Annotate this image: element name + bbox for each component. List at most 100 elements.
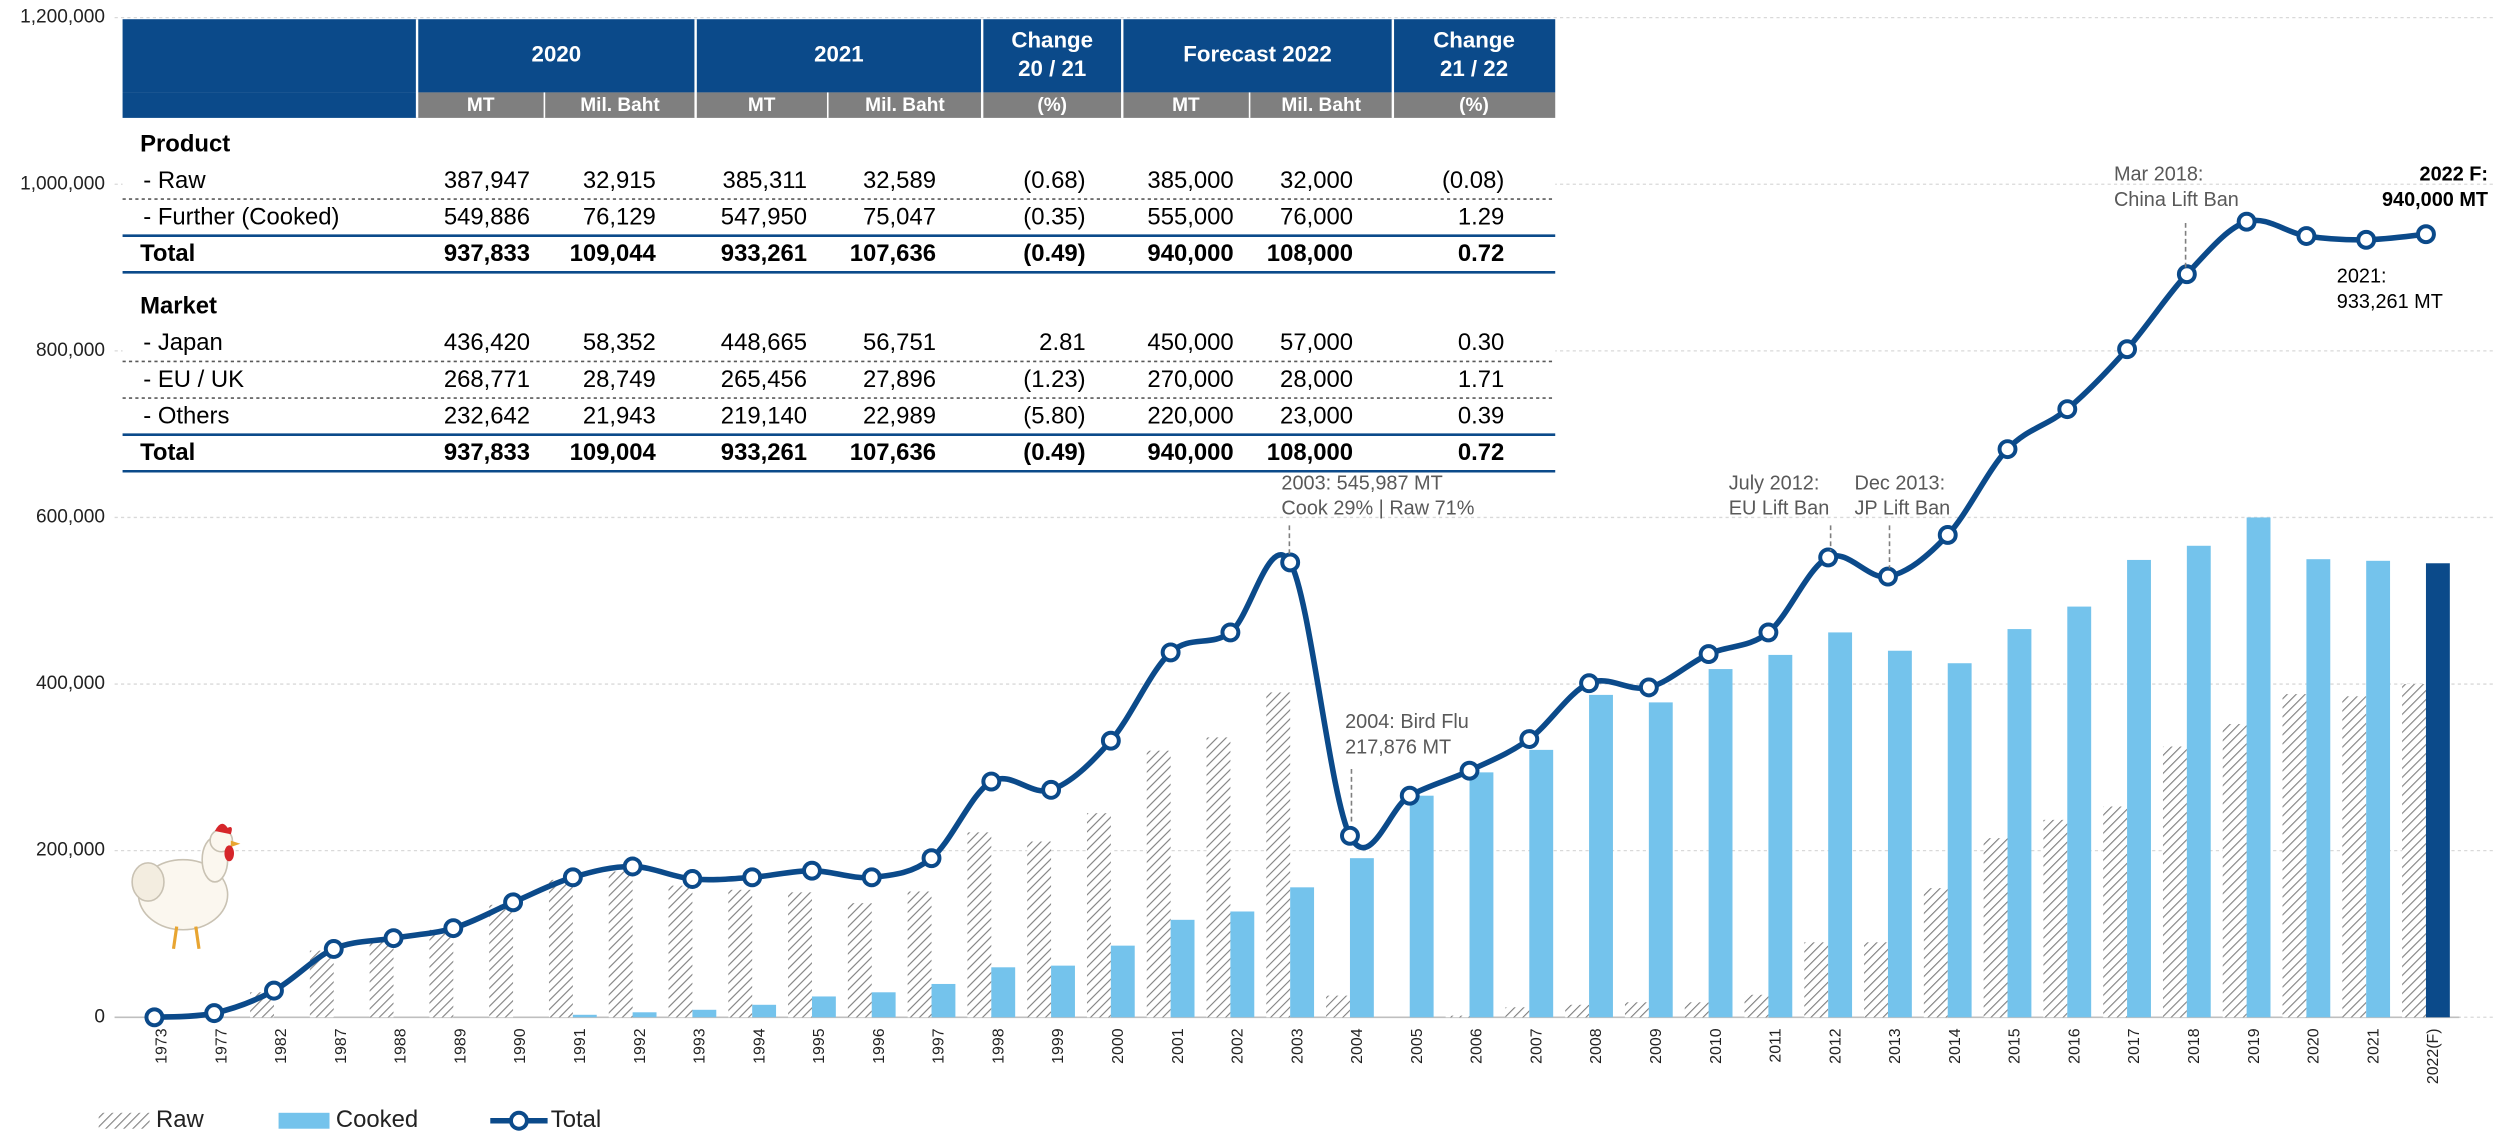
annotation-text: China Lift Ban <box>2114 189 2239 211</box>
bar <box>1326 995 1350 1018</box>
x-tick-label: 2015 <box>2007 1028 2024 1064</box>
annotation-text: 933,261 MT <box>2337 291 2443 313</box>
bar <box>1266 692 1291 1018</box>
y-tick-label: 200,000 <box>36 840 105 861</box>
bar <box>907 891 932 1018</box>
total-marker <box>383 928 404 949</box>
table-cell: 385,000 <box>1147 167 1233 194</box>
header-label: 20 / 21 <box>1018 56 1086 81</box>
x-tick-label: 1977 <box>213 1028 230 1064</box>
annotation-text: Dec 2013: <box>1854 472 1945 494</box>
table-cell: 450,000 <box>1147 329 1233 356</box>
bar <box>788 892 812 1018</box>
table-subheader <box>417 92 1556 118</box>
table-cell: 56,751 <box>863 329 936 356</box>
bar <box>429 929 454 1018</box>
x-tick-label: 2009 <box>1648 1028 1665 1064</box>
y-tick-label: 0 <box>94 1006 105 1027</box>
table-cell: 75,047 <box>863 203 936 230</box>
x-tick-label: 1994 <box>751 1028 768 1064</box>
total-marker <box>2236 211 2257 232</box>
table-cell: 22,989 <box>863 402 936 429</box>
bar <box>1887 650 1912 1018</box>
bar <box>2246 517 2271 1018</box>
total-marker <box>1280 552 1301 573</box>
legend-label: Total <box>551 1106 601 1132</box>
bar <box>1051 965 1075 1018</box>
total-marker <box>2176 264 2197 285</box>
total-marker <box>562 867 583 888</box>
table-cell: (0.68) <box>1023 167 1085 194</box>
subheader-label: (%) <box>1037 95 1067 116</box>
table-cell: 937,833 <box>444 439 530 466</box>
total-marker <box>861 867 882 888</box>
y-tick-label: 600,000 <box>36 506 105 527</box>
header-label: Change <box>1011 27 1093 52</box>
chicken-illustration <box>131 823 241 950</box>
bar <box>1684 1002 1709 1018</box>
table-cell: 108,000 <box>1267 439 1353 466</box>
total-marker <box>443 918 464 939</box>
table-cell: 232,642 <box>444 402 530 429</box>
x-tick-label: 2021 <box>2365 1028 2382 1064</box>
bar <box>1648 702 1673 1018</box>
subheader-label: Mil. Baht <box>1281 95 1361 116</box>
section-title: Product <box>140 130 230 157</box>
bar <box>967 832 992 1018</box>
total-marker <box>264 980 284 1001</box>
x-tick-label: 1996 <box>871 1028 888 1064</box>
subheader-label: MT <box>467 95 495 116</box>
total-marker <box>1160 642 1181 663</box>
table-subheader-corner <box>122 92 418 118</box>
total-marker <box>2057 399 2078 420</box>
table-cell: 937,833 <box>444 240 530 267</box>
table-cell: 28,000 <box>1280 366 1353 393</box>
section-title: Market <box>140 293 217 320</box>
x-tick-label: 1991 <box>572 1028 589 1064</box>
annotations: 2003: 545,987 MT Cook 29% | Raw 71% 2004: … <box>1281 163 2489 822</box>
annotation-text: 2003: 545,987 MT <box>1281 472 1442 494</box>
row-label: - Others <box>143 402 229 429</box>
annotation-text: EU Lift Ban <box>1729 498 1830 520</box>
bar <box>2067 606 2092 1018</box>
bar <box>1110 945 1135 1018</box>
bar <box>1146 750 1171 1018</box>
y-tick-label: 400,000 <box>36 673 105 694</box>
bar <box>1170 919 1195 1018</box>
bars <box>190 517 2450 1018</box>
x-tick-label: 2005 <box>1409 1028 1426 1064</box>
x-tick-label: 2007 <box>1528 1028 1545 1064</box>
table-cell: 940,000 <box>1147 240 1233 267</box>
table-cell: 32,915 <box>583 167 656 194</box>
x-tick-label: 2019 <box>2246 1028 2263 1064</box>
table-cell: 549,886 <box>444 203 530 230</box>
x-tick-label: 1998 <box>990 1028 1007 1064</box>
total-marker <box>1758 622 1779 643</box>
x-tick-label: 2013 <box>1887 1028 1904 1064</box>
bar <box>1230 911 1255 1018</box>
annotation-text: 2022 F: <box>2420 163 2489 185</box>
table-cell: 220,000 <box>1147 402 1233 429</box>
total-marker <box>503 892 524 913</box>
bar <box>991 967 1016 1018</box>
bar <box>2342 696 2367 1018</box>
table-cell: 547,950 <box>721 203 807 230</box>
bar <box>369 940 394 1018</box>
table-cell: (5.80) <box>1023 402 1085 429</box>
x-tick-label: 1988 <box>393 1028 410 1064</box>
table-cell: 2.81 <box>1039 329 1085 356</box>
bar <box>309 950 334 1018</box>
x-tick-label: 2016 <box>2066 1028 2083 1064</box>
total-marker <box>742 867 763 888</box>
bar <box>2162 746 2187 1018</box>
total-marker <box>682 869 703 889</box>
bar <box>811 996 836 1018</box>
header-label: 2020 <box>532 42 582 67</box>
total-marker <box>1459 760 1480 781</box>
x-tick-label: 2002 <box>1230 1028 1247 1064</box>
total-marker <box>1579 673 1600 694</box>
total-marker <box>802 860 822 881</box>
table-cell: 27,896 <box>863 366 936 393</box>
